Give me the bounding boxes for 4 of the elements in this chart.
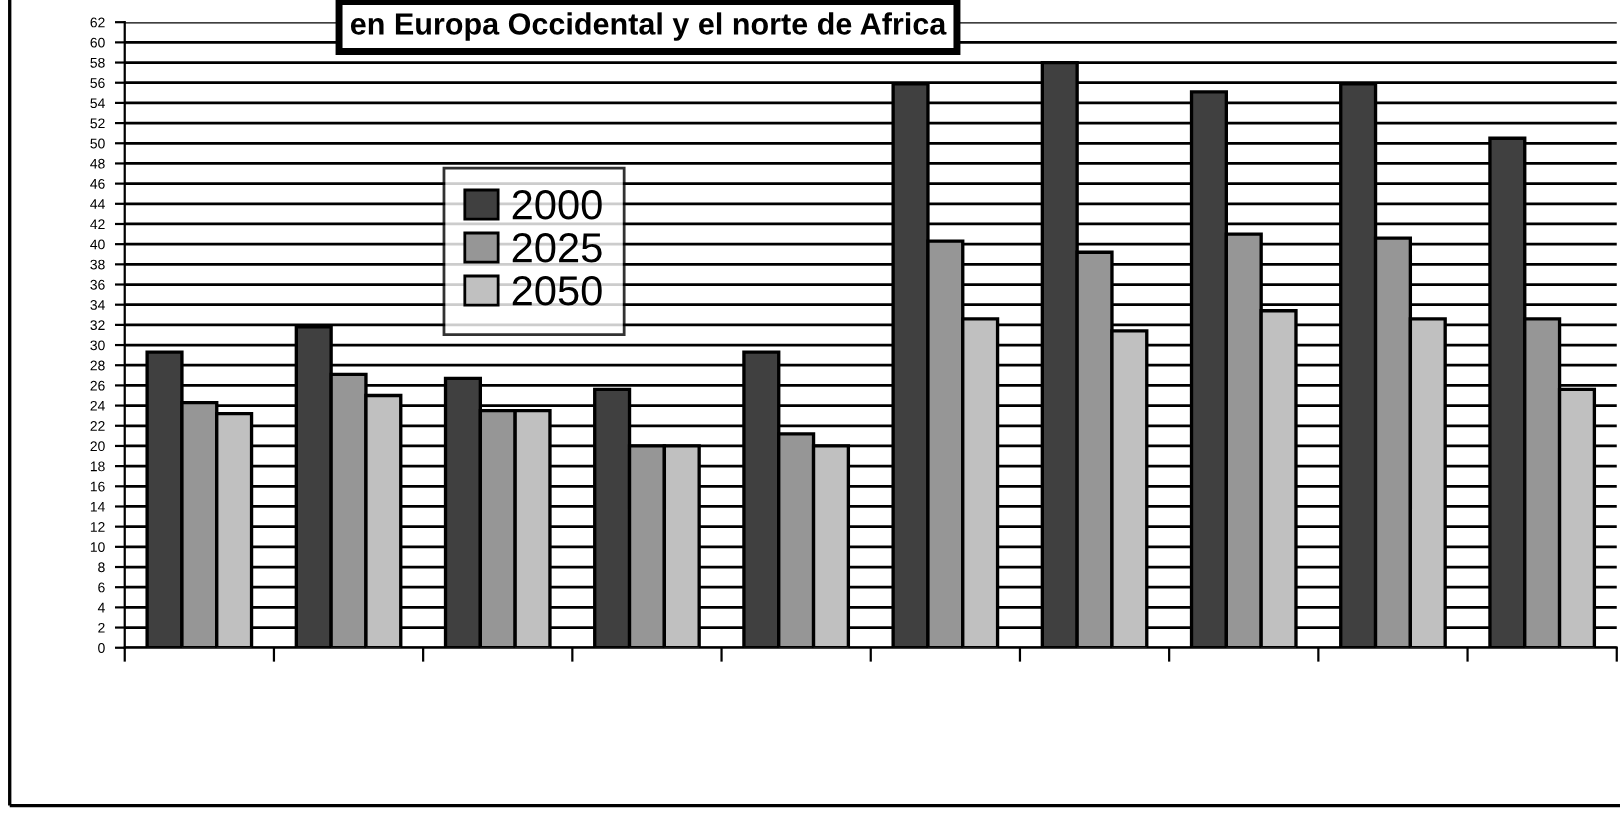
chart-title: en Europa Occidental y el norte de Africa bbox=[350, 12, 947, 41]
legend-label: 2050 bbox=[512, 276, 602, 306]
legend-label: 2025 bbox=[512, 233, 602, 263]
legend-label: 2000 bbox=[512, 190, 602, 220]
